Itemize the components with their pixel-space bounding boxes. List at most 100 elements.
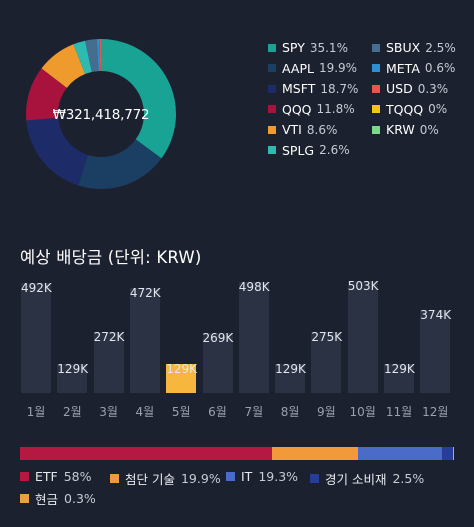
legend-item-krw: KRW 0%: [372, 122, 439, 137]
legend-swatch: [268, 105, 276, 113]
dividend-value-label: 498K: [238, 280, 270, 295]
sector-swatch: [20, 472, 29, 481]
sector-segment: [20, 447, 272, 460]
legend-percent: 8.6%: [306, 122, 338, 137]
month-label: 3월: [99, 405, 118, 419]
month-label: 9월: [317, 405, 336, 419]
donut-slice-spy: [101, 39, 177, 159]
dividend-bar-3: [93, 332, 124, 393]
dividend-bar-7: [238, 282, 269, 393]
dividend-bar-8: [275, 364, 306, 393]
legend-percent: 2.6%: [319, 143, 350, 157]
month-label: 12월: [422, 405, 449, 419]
dividend-value-label: 272K: [93, 330, 125, 345]
legend-item-spy: SPY 35.1%: [268, 40, 348, 55]
dividend-value-label: 129K: [166, 362, 197, 377]
legend-percent: 2.5%: [425, 40, 456, 55]
dividend-bar-2: [57, 364, 88, 393]
legend-item-usd: USD 0.3%: [372, 81, 448, 96]
sector-swatch: [226, 472, 235, 481]
sector-swatch: [310, 474, 319, 483]
donut-slice-usd: [99, 39, 101, 72]
allocation-donut-chart: ₩321,418,772: [0, 0, 250, 230]
legend-label: SBUX: [386, 40, 421, 55]
legend-percent: 0.3%: [417, 81, 449, 96]
dividend-value-label: 492K: [21, 281, 52, 296]
legend-swatch: [372, 105, 380, 113]
sector-name: 첨단 기술: [125, 472, 175, 487]
dividend-value-label: 472K: [129, 285, 161, 300]
legend-swatch: [268, 64, 276, 72]
month-label: 7월: [244, 405, 264, 419]
dividend-bar-12: [420, 309, 451, 393]
sector-segment: [271, 447, 359, 460]
legend-swatch: [372, 64, 380, 72]
sector-legend-item: ETF 58%: [20, 469, 92, 484]
donut-slice-qqq: [26, 68, 67, 121]
sector-name: 경기 소비재: [325, 472, 387, 487]
dividend-value-label: 503K: [347, 279, 379, 293]
dividend-bar-5: [166, 364, 197, 393]
dividend-value-label: 129K: [384, 362, 415, 377]
dividend-bar-10: [347, 281, 378, 393]
sector-legend-item: 현금 0.3%: [20, 489, 96, 508]
sector-percent: 19.9%: [180, 471, 221, 486]
legend-label: MSFT: [282, 81, 316, 96]
donut-slice-splg: [73, 40, 92, 75]
sector-legend-item: IT 19.3%: [226, 469, 298, 484]
sector-segment: [358, 447, 442, 460]
legend-label: META: [386, 60, 420, 76]
legend-label: SPLG: [282, 142, 315, 158]
dividend-bar-9: [311, 331, 342, 393]
dividend-value-label: 269K: [202, 331, 234, 346]
legend-label: TQQQ: [386, 101, 424, 117]
legend-swatch: [372, 125, 380, 134]
month-label: 8월: [280, 405, 300, 419]
dividend-section-title: 예상 배당금 (단위: KRW): [20, 248, 202, 267]
sector-allocation-bar: [20, 447, 454, 460]
sector-name: ETF: [35, 469, 58, 484]
dividend-bar-1: [21, 283, 51, 393]
sector-name: IT: [241, 469, 253, 484]
portfolio-total-value: ₩321,418,772: [52, 107, 150, 123]
donut-slice-sbux: [85, 39, 99, 72]
legend-percent: 0%: [419, 122, 439, 137]
month-label: 4월: [135, 405, 155, 419]
legend-swatch: [268, 43, 276, 52]
sector-segment: [452, 447, 454, 460]
legend-item-meta: META 0.6%: [372, 61, 455, 76]
sector-legend-item: 경기 소비재 2.5%: [310, 469, 424, 488]
legend-percent: 0.6%: [424, 61, 456, 75]
sector-percent: 58%: [63, 469, 92, 484]
legend-label: SPY: [282, 40, 305, 55]
legend-swatch: [268, 84, 276, 93]
legend-label: KRW: [386, 122, 415, 137]
dividend-value-label: 129K: [275, 362, 306, 377]
monthly-dividend-bar-chart: 492K 129K 272K 472K 129K 269K 498K 129K 275K 503K…: [0, 265, 474, 415]
legend-swatch: [372, 43, 380, 52]
legend-item-vti: VTI 8.6%: [268, 122, 337, 137]
legend-percent: 11.8%: [316, 102, 355, 116]
sector-swatch: [20, 494, 29, 503]
sector-name: 현금: [35, 492, 59, 507]
legend-percent: 19.9%: [318, 61, 358, 75]
holdings-legend: SPY 35.1% AAPL 19.9% MSFT 18.7% QQQ 11.8% VTI 8.6…: [268, 40, 474, 165]
legend-item-splg: SPLG 2.6%: [268, 143, 350, 158]
legend-label: VTI: [282, 122, 302, 137]
legend-item-msft: MSFT 18.7%: [268, 81, 358, 96]
legend-percent: 0%: [428, 102, 448, 116]
sector-segment: [441, 447, 453, 460]
month-label: 10월: [349, 405, 376, 419]
legend-swatch: [268, 146, 276, 154]
legend-label: USD: [386, 81, 413, 96]
sector-legend-item: 첨단 기술 19.9%: [110, 469, 221, 488]
dividend-bar-11: [384, 364, 414, 393]
donut-slice-vti: [41, 44, 86, 88]
month-label: 5월: [171, 405, 191, 419]
allocation-donut: [26, 39, 177, 189]
legend-percent: 18.7%: [320, 81, 359, 96]
sector-percent: 0.3%: [64, 491, 96, 506]
dividend-bar-6: [202, 333, 233, 393]
legend-swatch: [372, 84, 380, 93]
donut-slice-aapl: [78, 139, 162, 189]
